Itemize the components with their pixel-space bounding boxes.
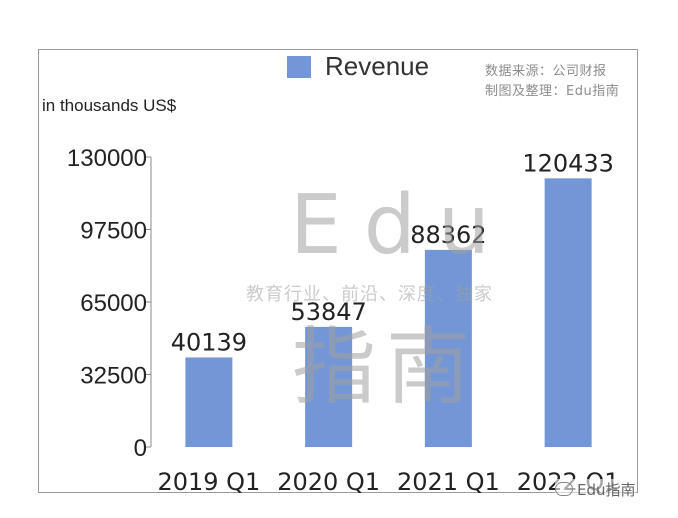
source-line-2: 制图及整理：Edu指南: [485, 84, 620, 99]
bar-value-label: 88362: [410, 221, 486, 249]
x-tick-label: 2021 Q1: [397, 468, 500, 496]
bar: [305, 326, 353, 447]
y-tick-label: 97500: [80, 218, 147, 245]
legend-label: Revenue: [325, 51, 430, 81]
bar-value-label: 120433: [522, 149, 614, 177]
account-badge: Edu指南: [555, 479, 636, 500]
bar-value-label: 40139: [171, 328, 247, 356]
x-tick-label: 2019 Q1: [157, 468, 260, 496]
bar: [424, 249, 472, 447]
y-tick-label: 130000: [67, 145, 147, 172]
wechat-icon: [555, 482, 573, 496]
bar: [544, 178, 592, 447]
bar: [185, 357, 233, 447]
legend-swatch: [287, 56, 311, 78]
y-tick-label: 65000: [80, 290, 147, 317]
y-tick-label: 32500: [80, 363, 147, 390]
unit-label: in thousands US$: [42, 96, 177, 115]
badge-text: Edu指南: [577, 481, 636, 499]
y-tick-label: 0: [134, 435, 147, 462]
source-line-1: 数据来源：公司财报: [485, 64, 607, 79]
bar-value-label: 53847: [290, 298, 366, 326]
x-tick-label: 2020 Q1: [277, 468, 380, 496]
